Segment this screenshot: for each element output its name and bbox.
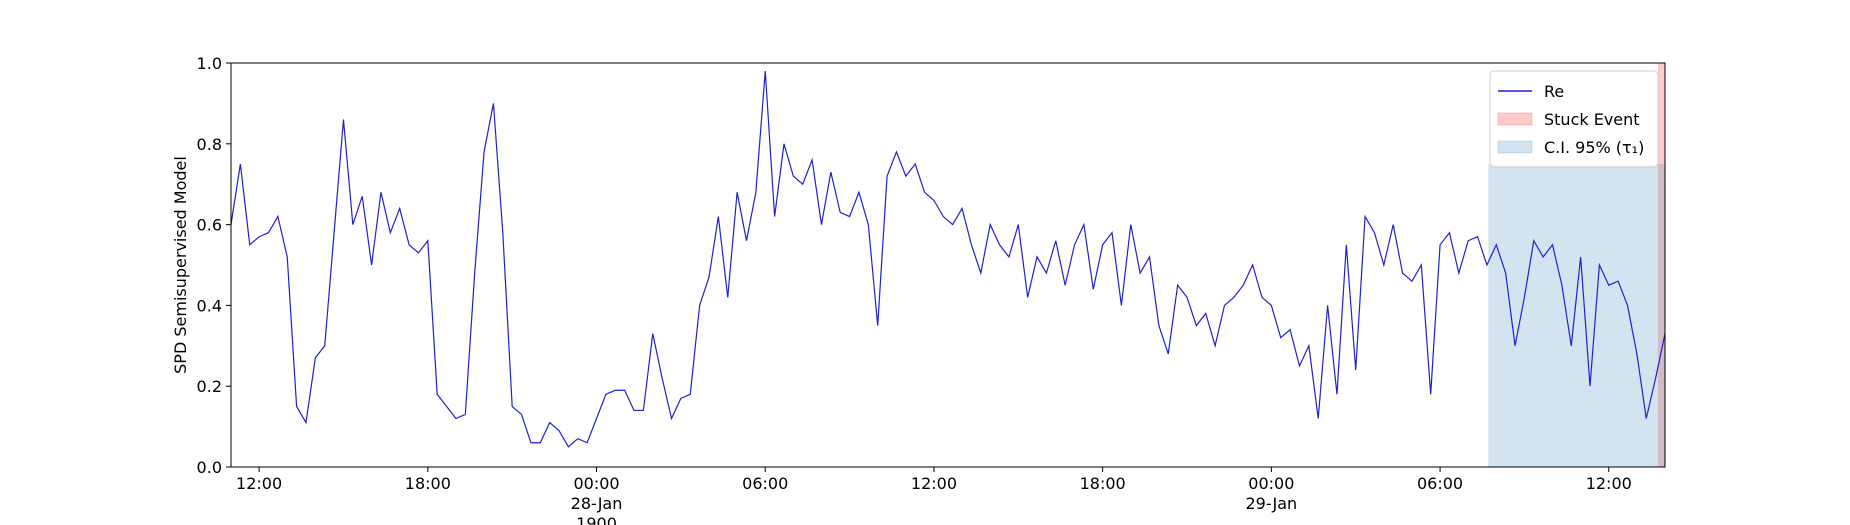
x-tick-label: 12:00 bbox=[910, 474, 957, 493]
legend-swatch bbox=[1497, 112, 1533, 126]
x-tick-label: 06:00 bbox=[742, 474, 789, 493]
legend-swatch bbox=[1497, 140, 1533, 154]
x-tick-label: 18:00 bbox=[404, 474, 451, 493]
y-tick-label: 0.4 bbox=[197, 296, 222, 315]
y-tick-label: 0.8 bbox=[197, 135, 222, 154]
y-tick-label: 0.2 bbox=[197, 377, 222, 396]
shaded-span bbox=[1488, 164, 1665, 467]
plot-frame bbox=[230, 62, 1666, 468]
x-tick-label: 00:00 29-Jan bbox=[1245, 474, 1298, 513]
legend-label: Stuck Event bbox=[1544, 110, 1640, 129]
data-line bbox=[230, 71, 1666, 448]
x-tick-label: 06:00 bbox=[1416, 474, 1464, 493]
x-tick-label: 18:00 bbox=[1079, 474, 1126, 493]
legend-label: Re bbox=[1544, 82, 1564, 101]
y-axis-label: SPD Semisupervised Model bbox=[171, 156, 190, 374]
legend-box bbox=[1489, 70, 1659, 168]
x-tick-label: 00:00 28-Jan 1900 bbox=[570, 474, 623, 525]
legend-label: C.I. 95% (τ₁) bbox=[1544, 138, 1644, 157]
x-tick-label: 12:00 bbox=[1585, 474, 1632, 493]
y-tick-label: 0.0 bbox=[197, 458, 222, 477]
y-tick-label: 1.0 bbox=[197, 54, 222, 73]
shaded-span bbox=[1657, 63, 1665, 467]
x-tick-label: 12:00 bbox=[236, 474, 283, 493]
y-tick-label: 0.6 bbox=[197, 216, 222, 235]
